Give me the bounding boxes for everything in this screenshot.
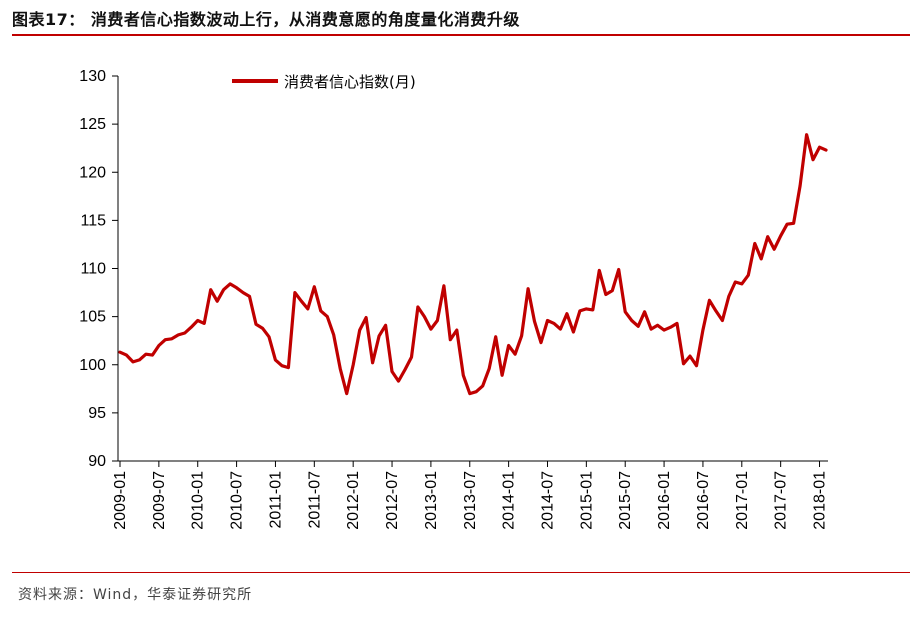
- y-tick-label: 110: [80, 261, 106, 278]
- x-axis-ticks: 2009-01 2009-07 2010-01 2010-07 2011-01 2011-…: [112, 461, 829, 530]
- x-tick-label: 2015-01: [578, 471, 595, 530]
- y-tick-label: 95: [88, 405, 106, 422]
- x-tick-label: 2010-07: [229, 471, 246, 530]
- x-tick-label: 2009-07: [151, 471, 168, 530]
- x-tick-label: 2015-07: [617, 471, 634, 530]
- chart-title: 图表17： 消费者信心指数波动上行，从消费意愿的角度量化消费升级: [12, 10, 520, 29]
- x-tick-label: 2016-01: [656, 471, 673, 530]
- x-tick-label: 2012-01: [345, 471, 362, 530]
- x-tick-label: 2011-01: [267, 471, 284, 529]
- x-tick-label: 2014-01: [501, 471, 518, 530]
- chart-axes: [117, 76, 828, 462]
- y-axis-ticks: 90 95 100 105 110 115 120 125 130: [79, 68, 118, 470]
- y-tick-label: 115: [80, 212, 106, 229]
- title-divider: [12, 34, 910, 36]
- source-note: 资料来源：Wind，华泰证券研究所: [18, 587, 253, 603]
- x-tick-label: 2017-07: [773, 471, 790, 530]
- series-line-consumer-confidence: [118, 133, 828, 396]
- x-tick-label: 2016-07: [695, 471, 712, 530]
- y-tick-label: 100: [79, 357, 106, 374]
- x-tick-label: 2010-01: [190, 471, 207, 530]
- y-tick-label: 105: [79, 309, 106, 326]
- x-tick-label: 2013-07: [462, 471, 479, 530]
- x-tick-label: 2011-07: [306, 471, 323, 529]
- legend-label: 消费者信心指数(月): [284, 73, 416, 91]
- x-tick-label: 2009-01: [112, 471, 129, 530]
- series-layer: [118, 133, 828, 396]
- y-tick-label: 125: [79, 116, 106, 133]
- x-tick-label: 2017-01: [734, 471, 751, 530]
- y-tick-label: 120: [79, 164, 106, 181]
- y-tick-label: 90: [88, 453, 106, 470]
- x-tick-label: 2018-01: [812, 471, 829, 530]
- x-tick-label: 2012-07: [384, 471, 401, 530]
- footer-divider: [12, 572, 910, 573]
- legend: 消费者信心指数(月): [232, 73, 416, 91]
- x-tick-label: 2013-01: [423, 471, 440, 530]
- y-tick-label: 130: [79, 68, 106, 85]
- x-tick-label: 2014-07: [539, 471, 556, 530]
